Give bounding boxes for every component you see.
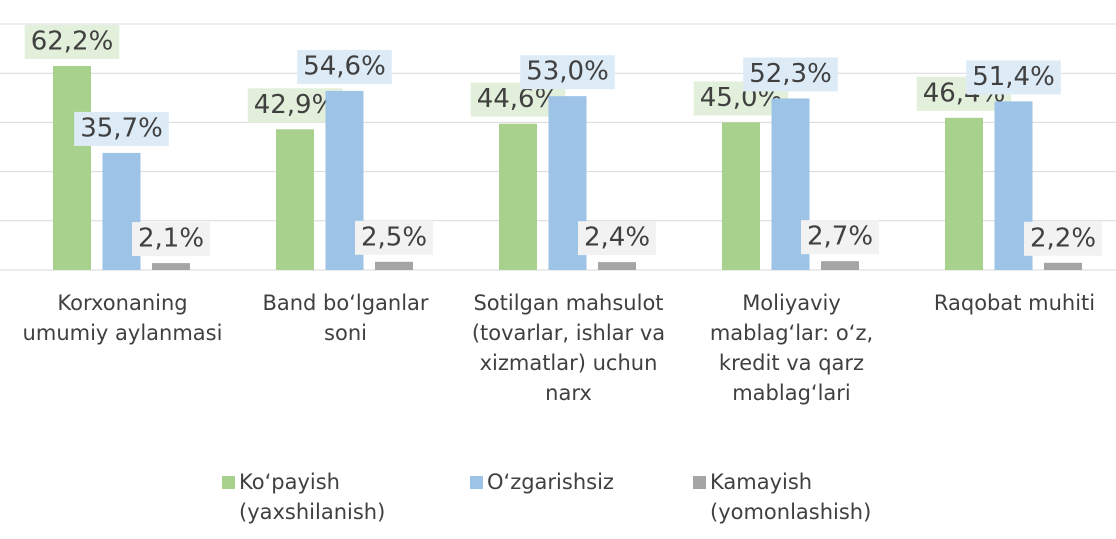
data-label: 2,1% [138, 224, 204, 254]
legend-item: Kamayish (yomonlashish) [693, 467, 925, 527]
data-label-bg [74, 111, 169, 146]
legend-item: O‘zgarishsiz [470, 467, 677, 527]
data-label: 51,4% [972, 62, 1055, 92]
bar [1044, 262, 1082, 270]
data-label: 42,9% [254, 90, 337, 120]
legend-label: Ko‘payish (yaxshilanish) [239, 470, 386, 524]
data-label: 2,2% [1030, 223, 1096, 253]
x-tick-label: Raqobat muhiti [933, 291, 1096, 315]
legend-label: Kamayish (yomonlashish) [710, 470, 872, 524]
bar [945, 117, 983, 270]
legend: Ko‘payish (yaxshilanish) O‘zgarishsiz Kama… [222, 467, 941, 527]
data-label-bg [354, 220, 434, 255]
x-tick-label: Korxonaning umumiy aylanmasi [22, 291, 223, 345]
data-label: 2,5% [361, 222, 427, 252]
data-label-bg [1023, 221, 1103, 256]
bar [276, 129, 314, 270]
data-label-bg [131, 222, 211, 257]
data-label-bg [24, 24, 120, 59]
data-label: 53,0% [526, 57, 609, 87]
bar [598, 262, 636, 270]
bar [53, 65, 91, 270]
data-label-bg [297, 49, 392, 84]
bar [821, 261, 859, 270]
data-label-bg [520, 55, 615, 90]
data-label: 2,4% [584, 223, 650, 253]
bar [499, 123, 537, 270]
x-tick-label: Band bo‘lganlar soni [262, 291, 429, 345]
legend-label: O‘zgarishsiz [487, 470, 614, 494]
legend-swatch [693, 476, 706, 489]
data-label: 44,6% [477, 84, 560, 114]
data-label-bg [577, 221, 657, 256]
data-label: 62,2% [31, 26, 114, 56]
legend-item: Ko‘payish (yaxshilanish) [222, 467, 454, 527]
data-label-bg [966, 60, 1061, 95]
bar [722, 122, 760, 271]
data-label-bg [800, 220, 880, 255]
legend-swatch [470, 476, 483, 489]
data-label: 35,7% [80, 113, 163, 143]
legend-swatch [222, 476, 235, 489]
data-label: 2,7% [807, 222, 873, 252]
x-tick-label: Moliyaviy mablag‘lar: o‘z, kredit va qar… [709, 291, 874, 405]
bar [152, 263, 190, 270]
data-label: 52,3% [749, 59, 832, 89]
bar [375, 261, 413, 270]
x-tick-label: Sotilgan mahsulot (tovarlar, ishlar va x… [471, 291, 666, 405]
data-label-bg [743, 57, 838, 92]
data-label: 54,6% [303, 51, 386, 81]
